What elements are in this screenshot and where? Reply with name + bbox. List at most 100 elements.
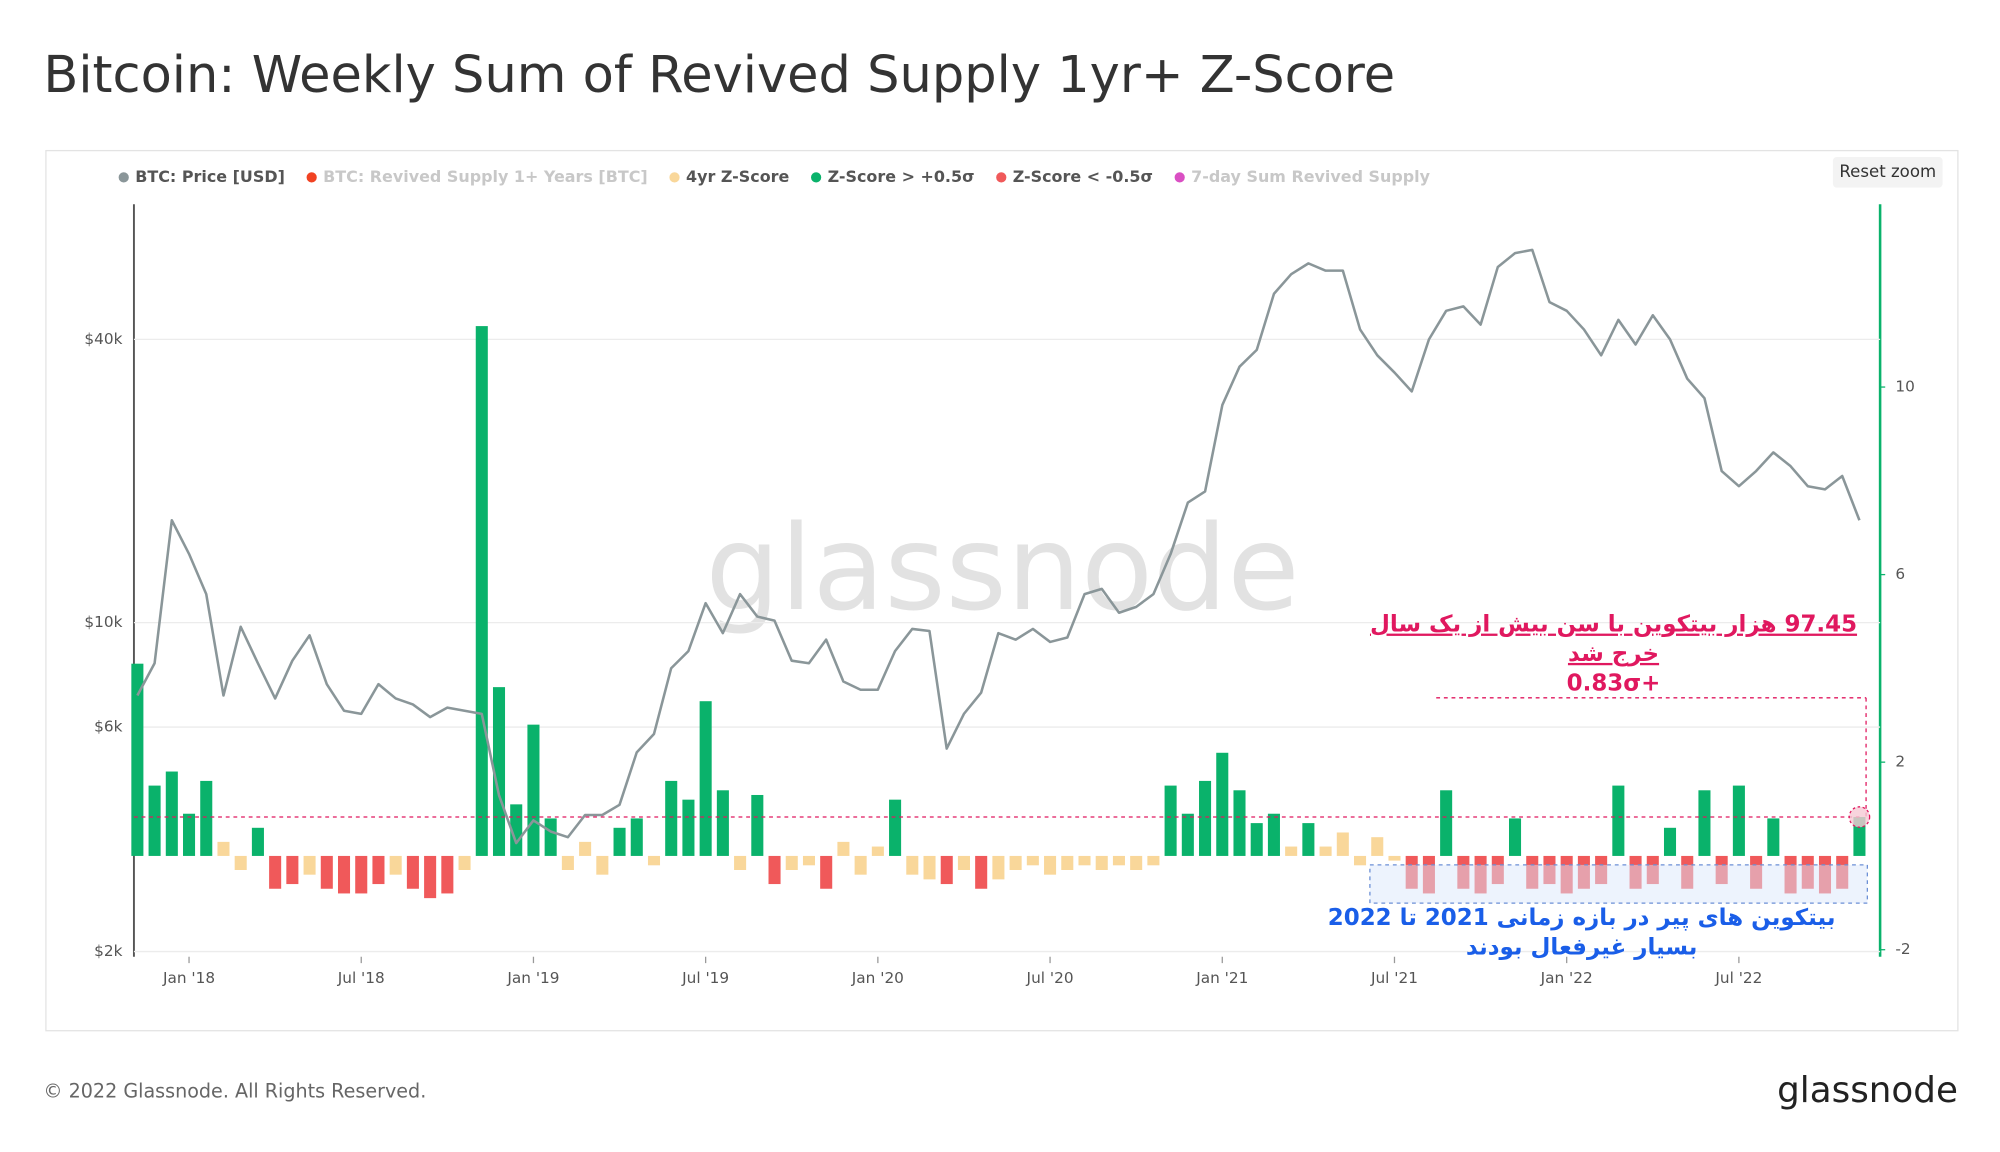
annotation-text: خرج شد: [1568, 641, 1659, 667]
z-score-bar: [1147, 855, 1160, 866]
legend-marker: [811, 172, 822, 183]
z-score-bar: [1336, 832, 1349, 856]
z-score-bar: [1078, 855, 1091, 866]
z-score-bar: [527, 724, 540, 856]
z-score-bar: [251, 827, 264, 856]
x-tick-label: Jan '18: [162, 969, 215, 987]
reset-zoom-label[interactable]: Reset zoom: [1839, 162, 1936, 181]
z-score-bar: [889, 799, 902, 856]
y2-tick-label: 6: [1895, 565, 1905, 583]
annotation-text: بیتکوین های پیر در بازه زمانی 2021 تا 20…: [1328, 905, 1836, 931]
z-score-bar: [630, 818, 643, 856]
z-score-bar: [458, 855, 471, 870]
z-score-bar: [1250, 823, 1263, 856]
z-score-bar: [183, 813, 196, 856]
chart-title: Bitcoin: Weekly Sum of Revived Supply 1y…: [43, 46, 1395, 105]
z-score-bar: [372, 855, 385, 885]
z-score-bar: [751, 794, 764, 856]
z-score-bar: [286, 855, 299, 885]
z-score-bar: [1354, 855, 1367, 866]
z-score-bar: [1732, 785, 1745, 856]
x-tick-label: Jul '18: [337, 969, 385, 987]
annotation-text: بسیار غیرفعال بودند: [1466, 934, 1698, 960]
z-score-bar: [1302, 823, 1315, 856]
reset-zoom-button[interactable]: [1832, 156, 1943, 188]
z-score-bar: [544, 818, 557, 856]
price-line: [136, 248, 1861, 845]
z-score-bar: [475, 326, 488, 856]
z-score-bar: [492, 687, 506, 856]
x-tick-label: Jul '22: [1714, 969, 1762, 987]
z-score-bar: [1663, 827, 1677, 856]
z-score-bar: [320, 855, 333, 889]
z-score-bar: [768, 855, 781, 885]
x-tick-label: Jan '22: [1540, 969, 1593, 987]
z-score-bar: [1371, 837, 1384, 856]
z-score-bar: [1026, 855, 1039, 866]
z-score-bar: [613, 827, 626, 856]
z-score-bar: [923, 855, 936, 880]
z-score-bar: [337, 855, 351, 894]
watermark: glassnode: [706, 500, 1300, 637]
z-score-bar: [940, 855, 953, 885]
z-score-bar: [234, 855, 247, 870]
y-tick-label: $10k: [84, 613, 122, 631]
z-score-bar: [1061, 855, 1074, 870]
y-tick-label: $6k: [94, 718, 122, 736]
y2-tick-label: 10: [1895, 378, 1914, 396]
z-score-bar: [1216, 752, 1229, 856]
x-tick-label: Jan '19: [506, 969, 559, 987]
z-score-bar: [1267, 813, 1280, 856]
copyright: © 2022 Glassnode. All Rights Reserved.: [43, 1079, 426, 1102]
z-score-bar: [647, 855, 661, 866]
z-score-bar: [148, 785, 161, 856]
z-score-bar: [1285, 846, 1298, 856]
z-score-bar: [837, 841, 850, 856]
z-score-bar: [992, 855, 1005, 880]
legend-label[interactable]: 4yr Z-Score: [686, 167, 790, 186]
y2-tick-label: 2: [1895, 753, 1905, 771]
x-tick-label: Jan '20: [851, 969, 904, 987]
z-score-bar: [1044, 855, 1057, 875]
z-score-bar: [785, 855, 798, 870]
z-score-bar: [355, 855, 368, 894]
z-score-bar: [1181, 813, 1194, 856]
z-score-bar: [802, 855, 816, 866]
legend-label[interactable]: BTC: Price [USD]: [135, 167, 285, 186]
z-score-bar: [1698, 790, 1711, 856]
z-score-bar: [269, 855, 282, 889]
legend-label[interactable]: Z-Score > +0.5σ: [828, 167, 975, 186]
legend-marker: [306, 172, 317, 183]
z-score-bar: [217, 841, 230, 856]
x-tick-label: Jul '19: [681, 969, 729, 987]
z-score-bar: [682, 799, 695, 856]
highlight-point: [1848, 806, 1871, 828]
legend-marker: [996, 172, 1007, 183]
legend-label[interactable]: BTC: Revived Supply 1+ Years [BTC]: [323, 167, 648, 186]
z-score-bar: [1095, 855, 1108, 870]
z-score-bar: [441, 855, 454, 894]
z-score-bar: [1199, 780, 1212, 856]
z-score-bar: [957, 855, 970, 870]
annotation-text: +0.83σ: [1567, 670, 1661, 696]
z-score-bar: [906, 855, 919, 875]
z-score-bar: [424, 855, 437, 899]
z-score-bar: [1112, 855, 1125, 866]
brand-logo: glassnode: [1777, 1070, 1958, 1111]
z-score-bar: [854, 855, 867, 875]
chart-frame: [45, 149, 1959, 1032]
z-score-bar: [579, 841, 592, 856]
legend-label[interactable]: Z-Score < -0.5σ: [1013, 167, 1153, 186]
y-tick-label: $40k: [84, 330, 122, 348]
z-score-bar: [1612, 785, 1625, 856]
z-score-bar: [1009, 855, 1022, 870]
legend-label[interactable]: 7-day Sum Revived Supply: [1191, 167, 1430, 186]
z-score-bar: [1388, 855, 1401, 861]
x-tick-label: Jan '21: [1195, 969, 1248, 987]
z-score-bar: [389, 855, 402, 875]
y2-tick-label: -2: [1895, 940, 1910, 958]
z-score-bar: [1440, 790, 1453, 856]
legend-marker: [669, 172, 680, 183]
z-score-bar: [699, 701, 712, 856]
